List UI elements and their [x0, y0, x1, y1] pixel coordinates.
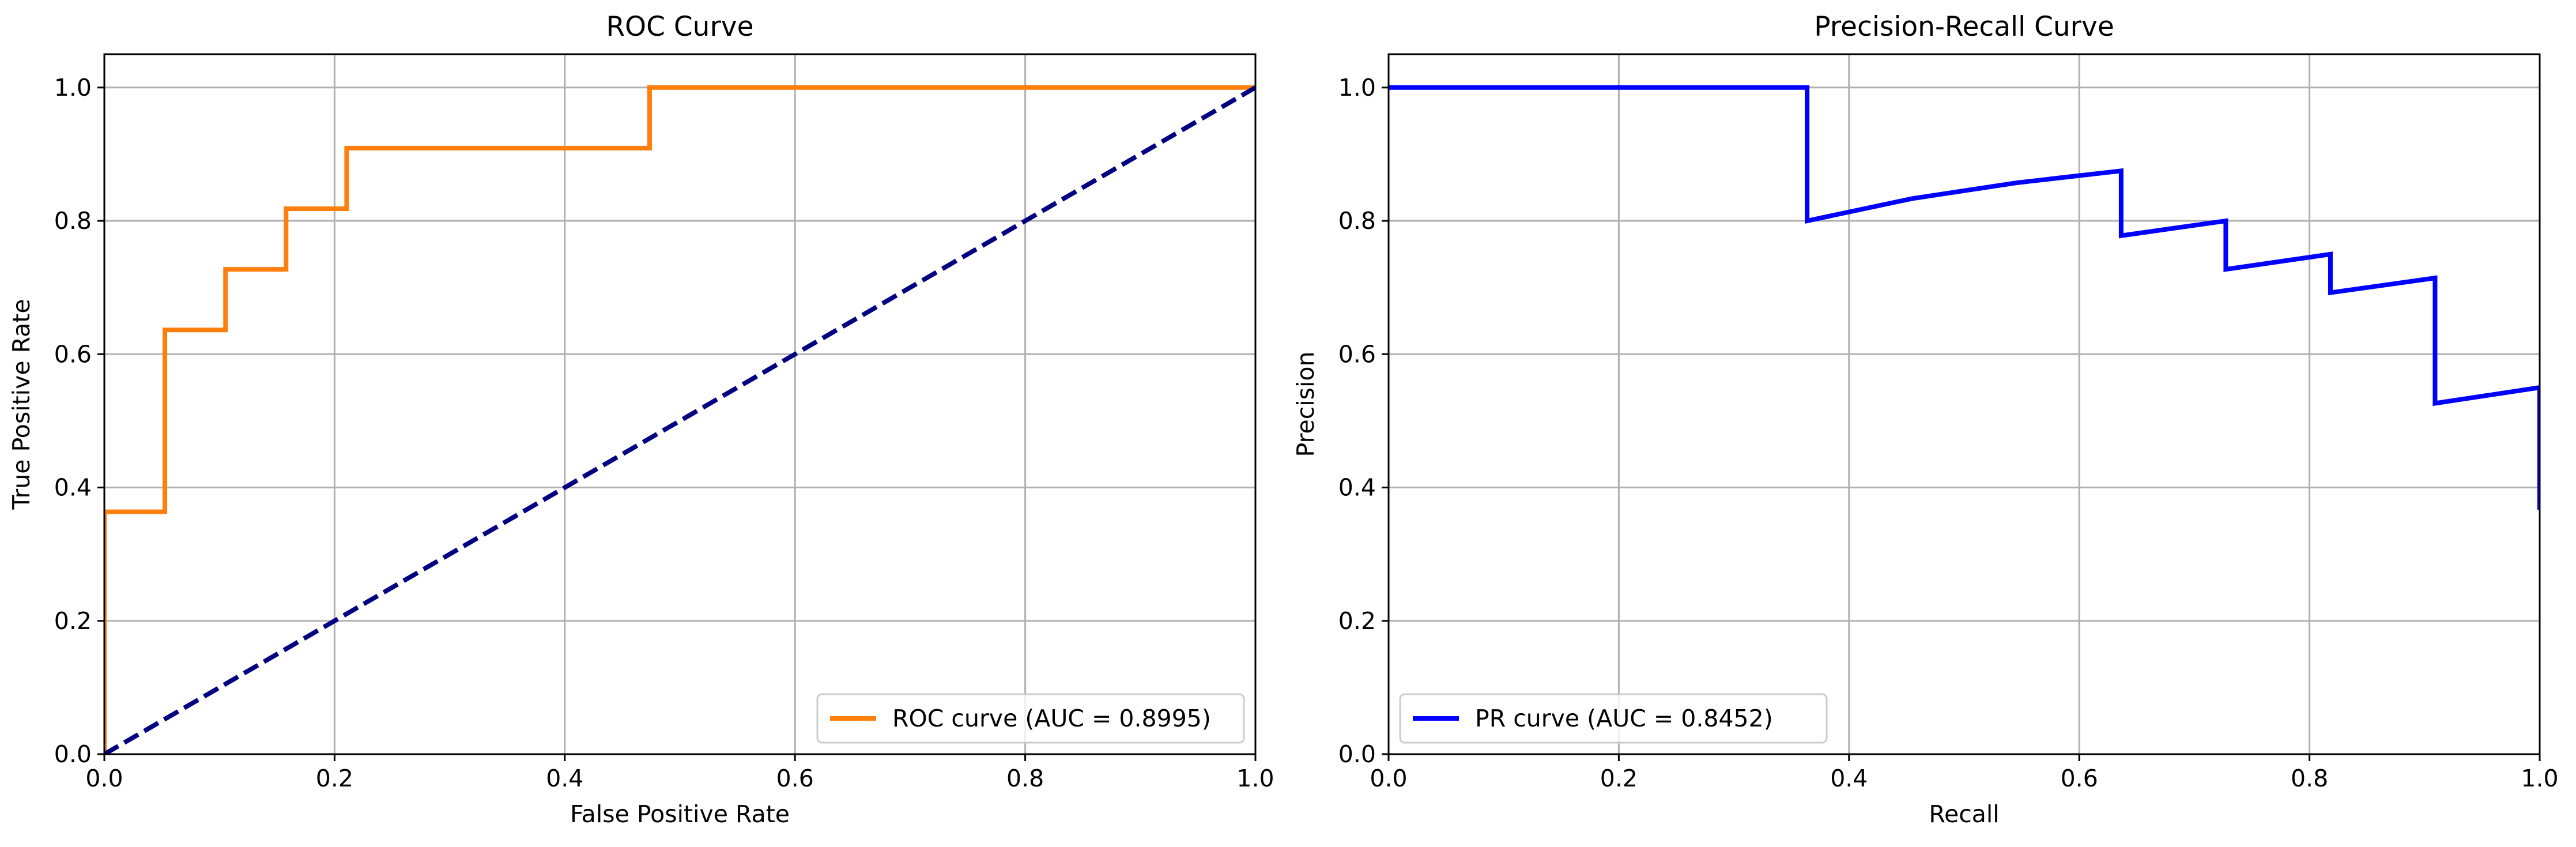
y-tick-label: 0.8	[1338, 207, 1376, 235]
plot-frame	[1387, 53, 2541, 755]
series-line	[1389, 85, 2540, 510]
y-axis-label: Precision	[1292, 352, 1319, 457]
x-tick-label: 1.0	[2521, 765, 2558, 792]
chance-diagonal-line	[104, 85, 1255, 754]
y-tick-label: 0.0	[1338, 740, 1376, 768]
x-tick-label: 1.0	[1236, 765, 1274, 792]
y-tick-label: 0.0	[54, 740, 92, 768]
roc-panel: 0.0 0.2 0.4 0.6 0.8 1.0 0.0 0.2 0.4 0.6 0.8 1.0 ROC …	[7, 11, 1274, 828]
y-tick-label: 0.2	[54, 607, 92, 635]
x-axis-label: False Positive Rate	[570, 800, 790, 828]
y-axis-label: True Positive Rate	[7, 299, 35, 510]
pr-panel: 0.0 0.2 0.4 0.6 0.8 1.0 0.0 0.2 0.4 0.6 0.8 1.0 Prec…	[1292, 11, 2559, 828]
x-tick-label: 0.6	[776, 765, 814, 792]
y-tick-label: 1.0	[1338, 74, 1376, 101]
legend-label: PR curve (AUC = 0.8452)	[1475, 705, 1773, 732]
y-tick-label: 0.2	[1338, 607, 1376, 635]
x-tick-label: 0.2	[316, 765, 353, 792]
x-tick-label: 0.6	[2061, 765, 2098, 792]
x-tick-label: 0.0	[1370, 765, 1407, 792]
y-tick-label: 0.6	[1338, 340, 1376, 368]
y-tick-label: 0.4	[1338, 474, 1376, 502]
chart-title: Precision-Recall Curve	[1814, 11, 2114, 43]
chart-title: ROC Curve	[606, 11, 753, 43]
series-line	[104, 85, 1255, 754]
y-tick-label: 0.8	[54, 207, 92, 235]
x-tick-label: 0.4	[1830, 765, 1868, 792]
x-tick-label: 0.4	[546, 765, 583, 792]
legend-label: ROC curve (AUC = 0.8995)	[892, 705, 1211, 732]
legend-box	[816, 693, 1245, 744]
y-tick-label: 0.6	[54, 340, 92, 368]
legend-box	[1399, 693, 1828, 744]
x-tick-label: 0.8	[1006, 765, 1044, 792]
x-tick-label: 0.2	[1600, 765, 1638, 792]
plot-frame	[103, 53, 1257, 755]
x-tick-label: 0.8	[2291, 765, 2328, 792]
legend: ROC curve (AUC = 0.8995)	[816, 693, 1245, 744]
y-tick-label: 1.0	[54, 74, 92, 101]
legend: PR curve (AUC = 0.8452)	[1399, 693, 1828, 744]
x-tick-label: 0.0	[85, 765, 123, 792]
y-tick-label: 0.4	[54, 474, 92, 502]
x-axis-label: Recall	[1929, 800, 1999, 828]
